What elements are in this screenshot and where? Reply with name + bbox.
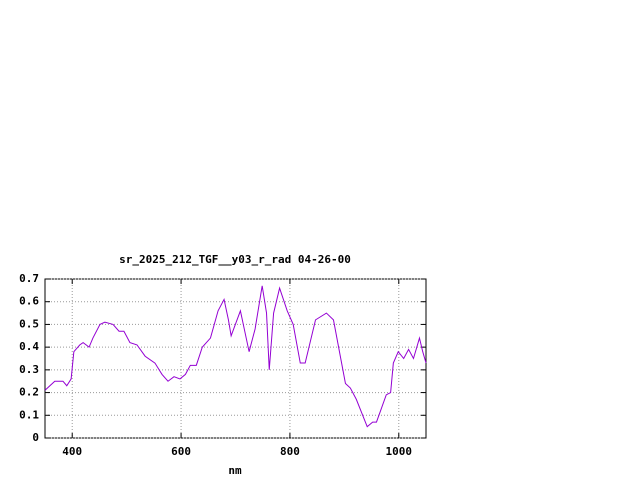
chart-title: sr_2025_212_TGF__y03_r_rad 04-26-00 (119, 253, 351, 266)
x-tick-label: 1000 (386, 445, 413, 458)
y-tick-label: 0 (32, 431, 39, 444)
x-tick-label: 400 (62, 445, 82, 458)
y-tick-label: 0.6 (19, 295, 39, 308)
y-tick-label: 0.4 (19, 340, 39, 353)
data-line (44, 285, 427, 428)
y-tick-label: 0.5 (19, 317, 39, 330)
x-tick-label: 800 (280, 445, 300, 458)
plot-frame (44, 278, 427, 439)
x-axis-label: nm (228, 464, 242, 477)
y-tick-label: 0.3 (19, 363, 39, 376)
y-tick-label: 0.1 (19, 408, 39, 421)
y-tick-label: 0.2 (19, 386, 39, 399)
x-tick-label: 600 (171, 445, 191, 458)
y-tick-label: 0.7 (19, 272, 39, 285)
